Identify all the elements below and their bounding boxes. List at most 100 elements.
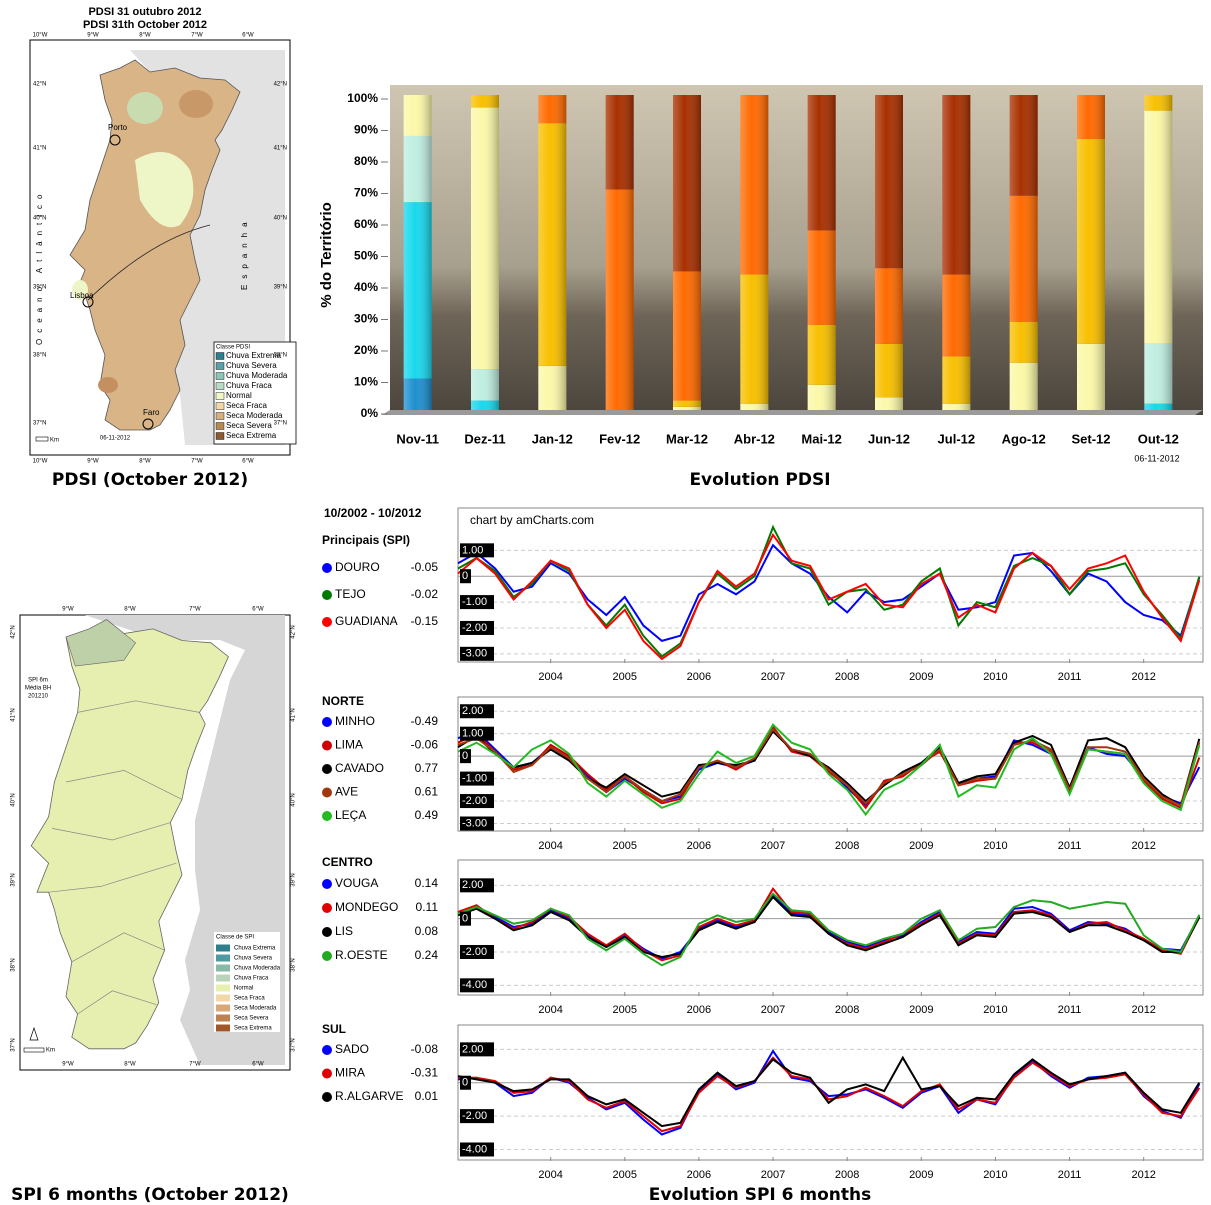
tick-label-bg <box>460 620 494 635</box>
map-patch <box>65 619 136 667</box>
series-line <box>457 1055 1201 1128</box>
x-tick-label: Abr-12 <box>734 431 775 446</box>
tick-label-bg <box>460 1075 471 1090</box>
x-tick-label: 2006 <box>687 840 711 852</box>
legend-marker <box>322 563 332 573</box>
x-tick-label: 2011 <box>1058 1004 1082 1016</box>
legend-label: Seca Severa <box>226 421 272 430</box>
legend-marker <box>322 1092 332 1102</box>
legend-value: -0.06 <box>411 738 439 752</box>
lat-label: 39°N <box>291 873 297 886</box>
y-tick-label: 2.00 <box>462 1043 483 1055</box>
y-axis-label: % do Território <box>318 202 335 308</box>
scale-unit: Km <box>50 438 59 444</box>
legend-label: Normal <box>226 391 252 400</box>
y-tick-label: 1.00 <box>462 728 483 740</box>
lat-label: 40°N <box>291 793 297 806</box>
legend-swatch <box>215 402 225 410</box>
legend-swatch <box>215 372 225 380</box>
y-tick-label: -3.00 <box>462 648 487 660</box>
y-tick-label: -2.00 <box>462 622 487 634</box>
y-tick-label: 30% <box>354 312 378 326</box>
lon-label: 9°W <box>62 1062 74 1068</box>
lat-label: 38°N <box>33 353 46 359</box>
x-tick-label: 2011 <box>1058 671 1082 683</box>
tick-label-bg <box>460 1042 494 1057</box>
legend-label: Chuva Fraca <box>234 976 269 982</box>
legend-label: Chuva Severa <box>234 956 273 962</box>
series-line <box>457 532 1201 661</box>
lon-label: 7°W <box>189 607 201 613</box>
bar-shade <box>538 95 567 410</box>
legend-box <box>213 341 297 445</box>
lat-label: 39°N <box>33 285 46 291</box>
x-tick-label: Fev-12 <box>599 431 640 446</box>
lat-label: 42°N <box>11 625 17 638</box>
legend-title: Classe PDSI <box>216 345 250 351</box>
legend-label: Seca Fraca <box>226 401 267 410</box>
lat-label: 42°N <box>291 625 297 638</box>
y-tick-label: 1.00 <box>462 544 483 556</box>
x-tick-label: 2007 <box>761 671 785 683</box>
map-line <box>87 224 211 301</box>
lon-label: 7°W <box>191 459 203 465</box>
x-tick-label: 2012 <box>1131 1169 1155 1181</box>
legend-value: 0.01 <box>415 1089 439 1103</box>
lon-label: 9°W <box>87 459 99 465</box>
y-tick-label: 0% <box>361 406 379 420</box>
legend-title: Classe de SPI <box>216 935 254 941</box>
legend-label: Seca Moderada <box>234 1006 277 1012</box>
y-tick-label: 70% <box>354 186 378 200</box>
legend-label: Chuva Moderada <box>226 371 288 380</box>
legend-marker <box>322 1068 332 1079</box>
group-title: Principais (SPI) <box>322 533 410 547</box>
legend-label: LEÇA <box>335 808 366 822</box>
y-tick-label: -2.00 <box>462 1110 487 1122</box>
x-tick-label: 2010 <box>983 1004 1007 1016</box>
y-tick-label: 90% <box>354 123 378 137</box>
y-tick-label: 100% <box>347 91 378 105</box>
map-label: 201210 <box>28 694 49 700</box>
legend-value: 0.11 <box>416 900 439 914</box>
x-tick-label: 2012 <box>1131 840 1155 852</box>
lon-label: 8°W <box>139 459 151 465</box>
x-tick-label: 2008 <box>835 671 859 683</box>
basin-lines <box>48 700 200 1015</box>
tick-label-bg <box>460 749 471 764</box>
caption: Evolution PDSI <box>689 470 830 490</box>
x-tick-label: 2006 <box>687 671 711 683</box>
lon-label: 7°W <box>191 33 203 39</box>
x-tick-label: 2012 <box>1131 1004 1155 1016</box>
x-tick-label: 2004 <box>538 671 562 683</box>
lon-label: 8°W <box>139 33 151 39</box>
panel-frame <box>457 859 1204 996</box>
legend-swatch <box>215 432 225 440</box>
x-tick-label: 2012 <box>1131 671 1155 683</box>
y-tick-label: 20% <box>354 343 378 357</box>
tick-label-bg <box>460 945 494 959</box>
legend-swatch <box>216 954 230 962</box>
caption: Evolution SPI 6 months <box>649 1185 872 1205</box>
lon-label: 6°W <box>242 33 254 39</box>
lat-label: 42°N <box>274 82 287 88</box>
tick-label-bg <box>460 816 494 831</box>
lon-label: 10°W <box>33 459 48 465</box>
x-tick-label: Set-12 <box>1071 431 1110 446</box>
x-tick-label: 2010 <box>983 840 1007 852</box>
x-tick-label: 2008 <box>835 1169 859 1181</box>
tick-label-bg <box>460 726 494 741</box>
legend-marker <box>322 1045 332 1055</box>
x-tick-label: Out-12 <box>1138 431 1179 446</box>
tick-label-bg <box>460 1109 494 1124</box>
tick-label-bg <box>460 794 494 809</box>
map-title: PDSI 31th October 2012 <box>83 19 207 31</box>
x-tick-label: 2005 <box>613 840 637 852</box>
legend-label: AVE <box>335 785 358 799</box>
legend-marker <box>322 903 332 913</box>
legend-value: 0.77 <box>415 761 439 775</box>
legend-swatch <box>216 1014 230 1022</box>
lon-label: 6°W <box>252 607 264 613</box>
legend-value: 0.61 <box>415 785 439 799</box>
x-tick-label: Mar-12 <box>666 431 708 446</box>
